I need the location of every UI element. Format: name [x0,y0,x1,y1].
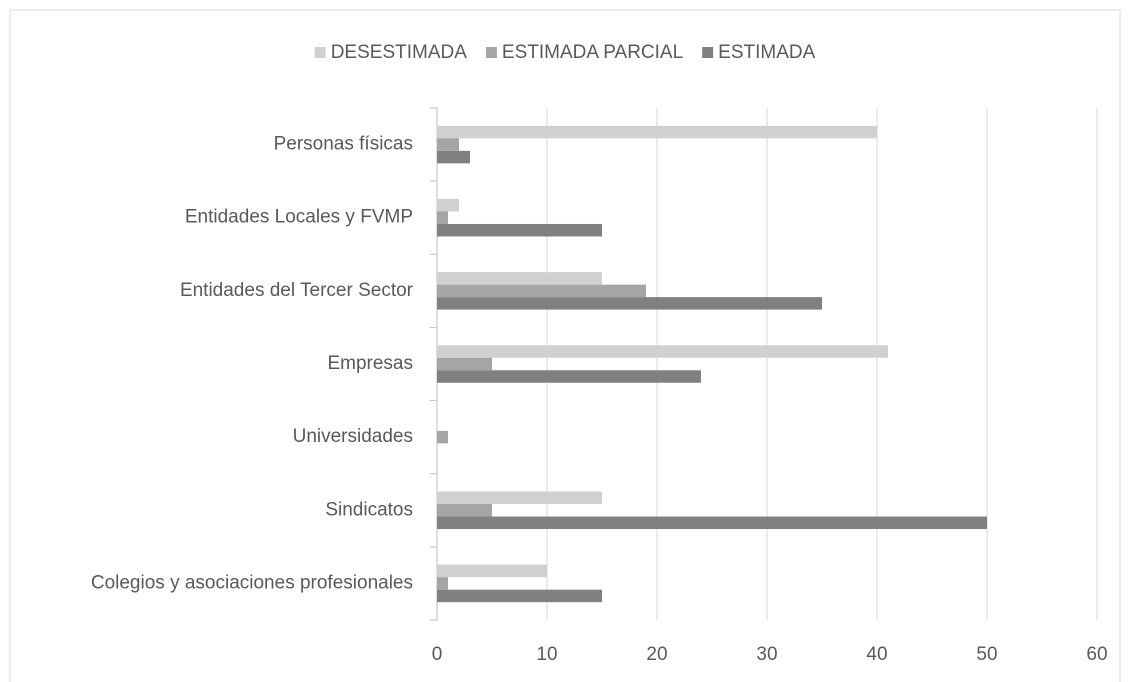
bar [437,138,459,151]
bar [437,564,547,578]
bar [437,345,888,358]
x-tick-label: 30 [756,644,777,665]
bar [437,516,987,530]
legend-label: ESTIMADA [718,42,815,63]
bar [437,430,448,444]
legend-swatch [314,47,326,58]
y-tick-label: Sindicatos [325,499,413,520]
x-tick-label: 40 [866,644,887,665]
bar [437,284,646,298]
legend-swatch [702,47,714,58]
x-tick-label: 10 [536,644,557,665]
y-tick-label: Entidades del Tercer Sector [180,280,414,301]
x-tick-label: 60 [1086,644,1107,665]
x-tick-label: 20 [646,644,667,665]
bar [437,223,602,237]
bar [437,297,822,310]
legend-label: ESTIMADA PARCIAL [502,42,683,63]
y-tick-label: Empresas [327,353,413,374]
legend-label: DESESTIMADA [331,42,468,63]
y-tick-label: Colegios y asociaciones profesionales [91,572,413,593]
bar [437,589,602,603]
bar [437,198,459,212]
bar [437,150,470,164]
y-tick-label: Personas físicas [274,134,413,155]
x-tick-label: 0 [432,644,443,665]
bar [437,370,701,383]
bar [437,272,602,285]
bar [437,125,877,139]
bar [437,357,492,371]
x-tick-label: 50 [976,644,997,665]
y-tick-label: Entidades Locales y FVMP [185,207,413,228]
bar [437,211,448,224]
bar [437,491,602,505]
bar [437,577,448,590]
chart-frame [9,9,1121,682]
legend-swatch [485,47,497,58]
y-tick-label: Universidades [293,426,413,447]
bar [437,504,492,517]
